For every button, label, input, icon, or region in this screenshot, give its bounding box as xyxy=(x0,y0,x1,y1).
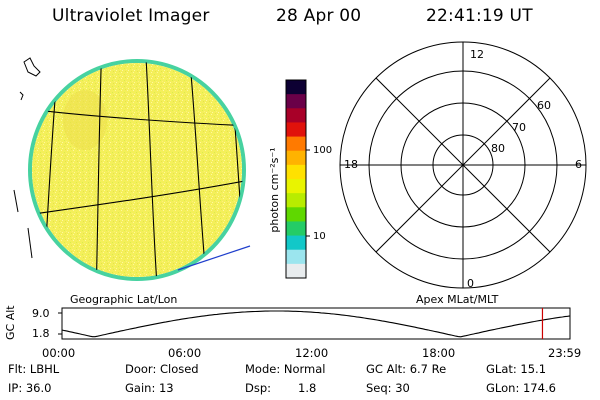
mode-info: Mode: Normal xyxy=(245,362,326,376)
mlt-label-6: 6 xyxy=(575,158,582,171)
colorbar-stripe xyxy=(286,164,306,180)
polar-plot xyxy=(339,41,587,289)
colorbar-stripe xyxy=(286,263,306,279)
gc-alt-plot: GC Alt 9.0 1.8 00:00 06:00 12:00 18:00 2… xyxy=(4,305,581,360)
xtick-2359: 23:59 xyxy=(548,346,581,360)
colorbar-stripe xyxy=(286,249,306,265)
coastline-outline xyxy=(13,57,41,259)
colorbar-stripe xyxy=(286,193,306,208)
colorbar: 100 10 photon cm⁻²s⁻¹ xyxy=(268,79,332,279)
dsp-label: Dsp: xyxy=(245,381,272,395)
apex-mlat-mlt-label: Apex MLat/MLT xyxy=(416,293,499,306)
gain-info: Gain: 13 xyxy=(125,381,174,395)
gc-alt-axis-label: GC Alt xyxy=(4,305,17,340)
geo-lat-lon-label: Geographic Lat/Lon xyxy=(70,293,177,306)
terminator-line xyxy=(177,245,251,271)
earth-disk xyxy=(28,59,251,281)
colorbar-stripe xyxy=(286,235,306,251)
gc-alt-curve xyxy=(61,310,571,338)
lat-label-70: 70 xyxy=(512,121,526,134)
colorbar-stripe xyxy=(286,136,306,152)
colorbar-stripe xyxy=(286,179,306,194)
colorbar-stripe xyxy=(286,150,306,166)
colorbar-stripe xyxy=(286,108,306,123)
mlt-label-18: 18 xyxy=(344,158,358,171)
gc-alt-info: GC Alt: 6.7 Re xyxy=(366,362,447,376)
colorbar-tick-100: 100 xyxy=(313,145,332,156)
door-info: Door: Closed xyxy=(125,362,199,376)
date-label: 28 Apr 00 xyxy=(276,6,362,26)
filter-info: Flt: LBHL xyxy=(8,362,60,376)
colorbar-stripe xyxy=(286,221,306,237)
instrument-title: Ultraviolet Imager xyxy=(52,6,210,26)
ip-info: IP: 36.0 xyxy=(8,381,52,395)
colorbar-stripe xyxy=(286,122,306,138)
glat-info: GLat: 15.1 xyxy=(486,362,547,376)
dsp-value: 1.8 xyxy=(298,381,317,395)
glon-info: GLon: 174.6 xyxy=(486,381,556,395)
colorbar-stripe xyxy=(286,207,306,222)
mlt-label-0: 0 xyxy=(467,277,474,290)
lat-label-80: 80 xyxy=(491,142,505,155)
mlt-label-12: 12 xyxy=(470,48,484,61)
xtick-0600: 06:00 xyxy=(168,346,201,360)
seq-info: Seq: 30 xyxy=(366,381,410,395)
time-label: 22:41:19 UT xyxy=(426,6,533,26)
ytick-9: 9.0 xyxy=(32,307,50,320)
colorbar-tick-10: 10 xyxy=(313,231,326,242)
lat-label-60: 60 xyxy=(537,99,551,112)
colorbar-label: photon cm⁻²s⁻¹ xyxy=(268,147,281,232)
xtick-1800: 18:00 xyxy=(422,346,455,360)
xtick-1200: 12:00 xyxy=(295,346,328,360)
xtick-0000: 00:00 xyxy=(42,346,75,360)
colorbar-stripe xyxy=(286,80,306,95)
ytick-1-8: 1.8 xyxy=(32,327,50,340)
colorbar-stripe xyxy=(286,94,306,109)
